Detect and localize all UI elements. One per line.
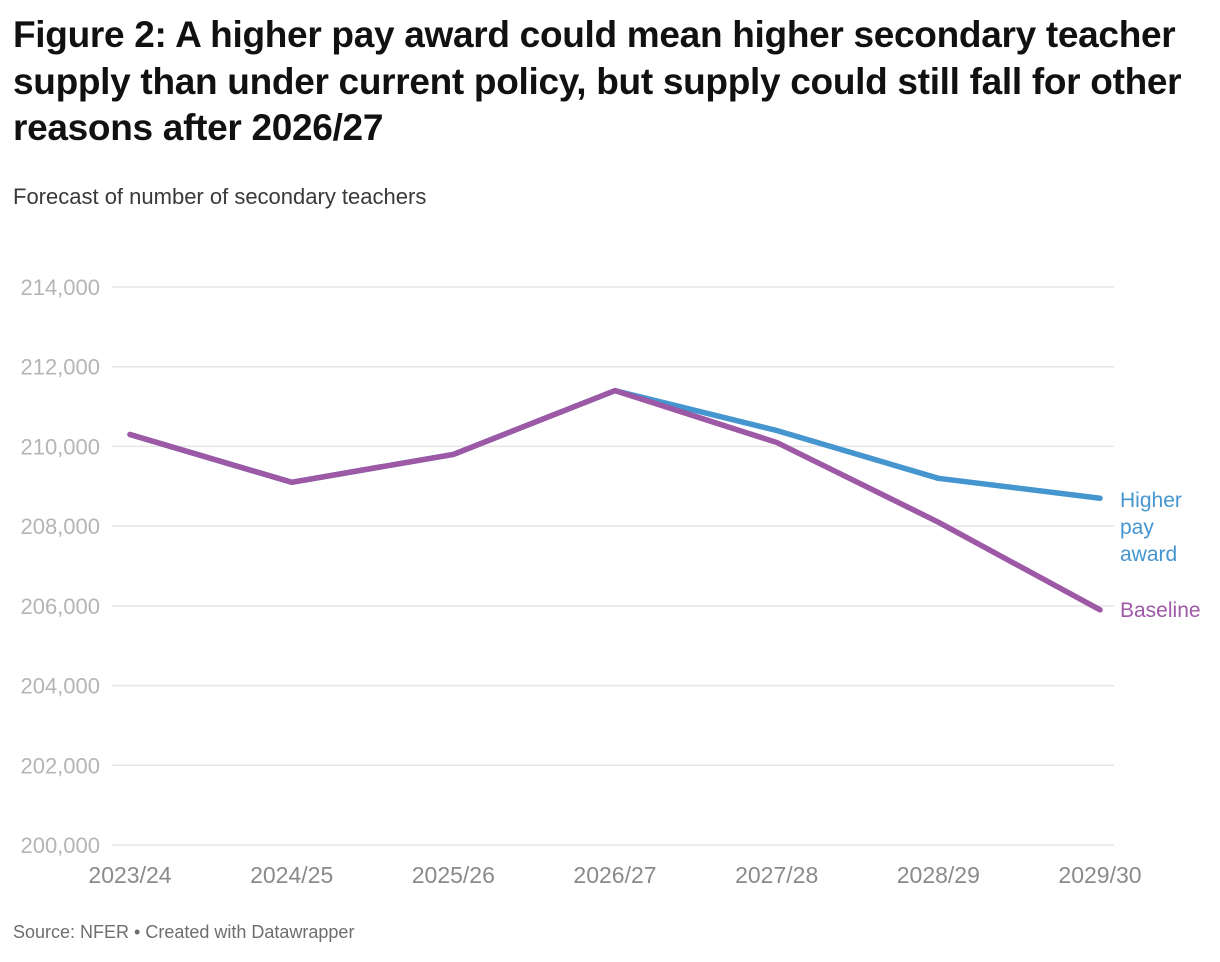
series-line-higher-pay-award xyxy=(127,387,1103,501)
x-axis-tick-label: 2026/27 xyxy=(573,862,656,888)
chart-subtitle: Forecast of number of secondary teachers xyxy=(13,183,427,209)
y-axis-tick-label: 202,000 xyxy=(20,753,100,778)
x-axis-tick-label: 2027/28 xyxy=(735,862,818,888)
x-axis-tick-label: 2025/26 xyxy=(412,862,495,888)
series-label-higher-pay-award: Higher pay award xyxy=(1120,489,1182,567)
series-label-baseline: Baseline xyxy=(1120,598,1201,622)
y-axis-tick-label: 210,000 xyxy=(20,434,100,459)
y-axis-tick-label: 206,000 xyxy=(20,594,100,619)
line-chart: 200,000 202,000 204,000 206,000 208,000 210,0… xyxy=(0,242,1220,902)
y-axis-tick-label: 214,000 xyxy=(20,275,100,300)
x-axis-tick-label: 2028/29 xyxy=(897,862,980,888)
chart-title: Figure 2: A higher pay award could mean … xyxy=(13,14,1182,149)
y-axis-tick-label: 212,000 xyxy=(20,355,100,380)
y-axis-tick-label: 200,000 xyxy=(20,833,100,858)
x-axis-tick-label: 2023/24 xyxy=(88,862,171,888)
y-axis-tick-label: 204,000 xyxy=(20,673,100,698)
source-attribution: Source: NFER • Created with Datawrapper xyxy=(13,921,355,942)
series-line-baseline xyxy=(127,387,1103,613)
x-axis-tick-label: 2024/25 xyxy=(250,862,333,888)
y-axis-tick-label: 208,000 xyxy=(20,514,100,539)
x-axis-tick-label: 2029/30 xyxy=(1058,862,1141,888)
chart-canvas: 200,000 202,000 204,000 206,000 208,000 210,0… xyxy=(20,275,1141,888)
